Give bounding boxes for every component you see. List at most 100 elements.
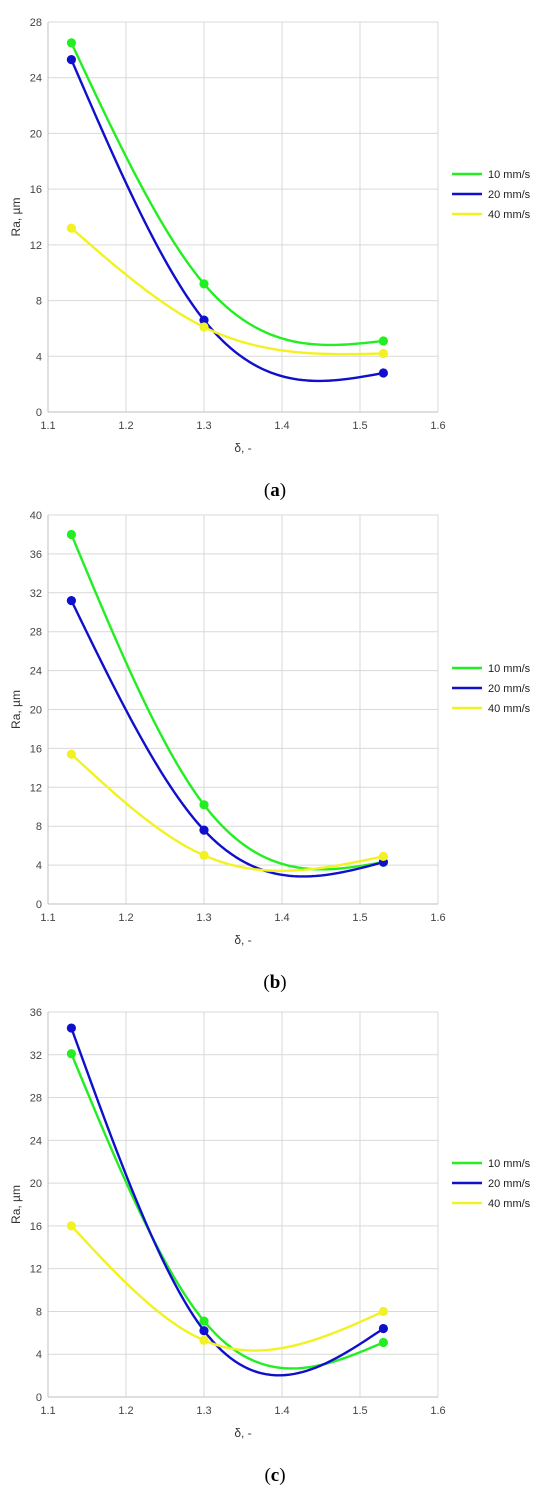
x-tick-label: 1.5 (352, 912, 367, 924)
x-tick-label: 1.1 (40, 420, 55, 432)
x-tick-label: 1.6 (430, 1405, 445, 1417)
y-tick-label: 16 (30, 184, 42, 196)
x-tick-label: 1.1 (40, 912, 55, 924)
data-point (66, 223, 76, 233)
panel-caption: (c) (264, 1465, 285, 1486)
data-point (199, 315, 209, 325)
y-tick-label: 8 (36, 821, 42, 833)
data-point (66, 1049, 76, 1059)
y-tick-label: 40 (30, 510, 42, 522)
x-tick-label: 1.2 (118, 912, 133, 924)
x-tick-label: 1.3 (196, 420, 211, 432)
data-point (378, 1306, 388, 1317)
x-axis-title: δ, - (234, 441, 251, 455)
x-tick-label: 1.6 (430, 912, 445, 924)
x-tick-label: 1.4 (274, 420, 289, 432)
legend-label: 20 mm/s (488, 189, 531, 201)
x-tick-label: 1.3 (196, 912, 211, 924)
data-point (378, 348, 388, 359)
y-tick-label: 24 (30, 73, 42, 85)
data-point (66, 38, 76, 48)
y-tick-label: 32 (30, 588, 42, 600)
data-point (199, 1326, 209, 1336)
chart-panel-2: 0 4 8 12 16 20 24 28 32 36 40 1.1 1.2 1.3 1.4 1.5 1.6 δ, … (9, 510, 531, 993)
x-tick-label: 1.5 (352, 1405, 367, 1417)
data-point (199, 279, 209, 289)
data-point (199, 800, 209, 810)
data-point (378, 368, 388, 378)
data-point (66, 55, 76, 65)
y-tick-label: 36 (30, 1007, 42, 1019)
y-tick-label: 24 (30, 666, 42, 678)
y-tick-label: 0 (36, 899, 42, 911)
y-tick-label: 4 (36, 351, 42, 363)
series-line-1 (70, 533, 384, 871)
y-tick-label: 20 (30, 705, 42, 717)
y-axis-title: Ra, µm (9, 690, 23, 729)
data-point (378, 1323, 388, 1334)
series-line-3 (70, 1225, 384, 1352)
legend-label: 40 mm/s (488, 703, 531, 715)
panel-caption: (b) (263, 972, 286, 993)
legend-label: 10 mm/s (488, 663, 531, 675)
data-point (199, 850, 209, 860)
legend-label: 40 mm/s (488, 1198, 531, 1210)
x-tick-label: 1.5 (352, 420, 367, 432)
y-tick-label: 12 (30, 782, 42, 794)
x-tick-label: 1.2 (118, 1405, 133, 1417)
series-line-1 (70, 1053, 384, 1370)
legend-label: 40 mm/s (488, 209, 531, 221)
data-point (199, 1316, 209, 1326)
data-point (199, 825, 209, 835)
y-tick-label: 24 (30, 1135, 42, 1147)
panel-caption: (a) (264, 480, 286, 501)
x-tick-label: 1.2 (118, 420, 133, 432)
y-tick-label: 32 (30, 1050, 42, 1062)
x-tick-label: 1.1 (40, 1405, 55, 1417)
data-point (199, 322, 209, 332)
data-point (66, 1023, 76, 1033)
data-point (378, 1337, 388, 1348)
series-line-1 (70, 42, 384, 347)
x-tick-label: 1.4 (274, 912, 289, 924)
y-tick-label: 20 (30, 128, 42, 140)
series-line-3 (70, 753, 384, 873)
x-tick-label: 1.3 (196, 1405, 211, 1417)
y-tick-label: 28 (30, 17, 42, 29)
data-point (66, 595, 76, 606)
y-tick-label: 12 (30, 1264, 42, 1276)
data-point (378, 336, 388, 346)
y-tick-label: 28 (30, 1093, 42, 1105)
y-tick-label: 8 (36, 1306, 42, 1318)
y-tick-label: 12 (30, 240, 42, 252)
legend-label: 10 mm/s (488, 1158, 531, 1170)
x-tick-label: 1.6 (430, 420, 445, 432)
y-tick-label: 36 (30, 549, 42, 561)
y-tick-label: 16 (30, 743, 42, 755)
x-axis-title: δ, - (234, 1426, 251, 1440)
y-tick-label: 16 (30, 1221, 42, 1233)
series-line-3 (70, 227, 384, 356)
data-point (66, 529, 76, 540)
legend-label: 20 mm/s (488, 683, 531, 695)
data-point (66, 1221, 76, 1231)
chart-panel-1: 0 4 8 12 16 20 24 28 1.1 1.2 1.3 1.4 1.5 1.6 δ, - Ra, µ… (9, 17, 531, 501)
x-axis-title: δ, - (234, 933, 251, 947)
data-point (199, 1335, 209, 1345)
data-point (378, 851, 388, 861)
y-tick-label: 28 (30, 627, 42, 639)
x-tick-label: 1.4 (274, 1405, 289, 1417)
series-line-2 (70, 1027, 385, 1377)
legend-label: 10 mm/s (488, 169, 531, 181)
y-tick-label: 8 (36, 296, 42, 308)
y-tick-label: 4 (36, 860, 42, 872)
legend-label: 20 mm/s (488, 1178, 531, 1190)
data-point (66, 749, 76, 759)
y-axis-title: Ra, µm (9, 198, 23, 237)
y-axis-title: Ra, µm (9, 1185, 23, 1224)
series-line-2 (70, 59, 384, 383)
y-tick-label: 0 (36, 407, 42, 419)
y-tick-label: 20 (30, 1178, 42, 1190)
y-tick-label: 0 (36, 1392, 42, 1404)
